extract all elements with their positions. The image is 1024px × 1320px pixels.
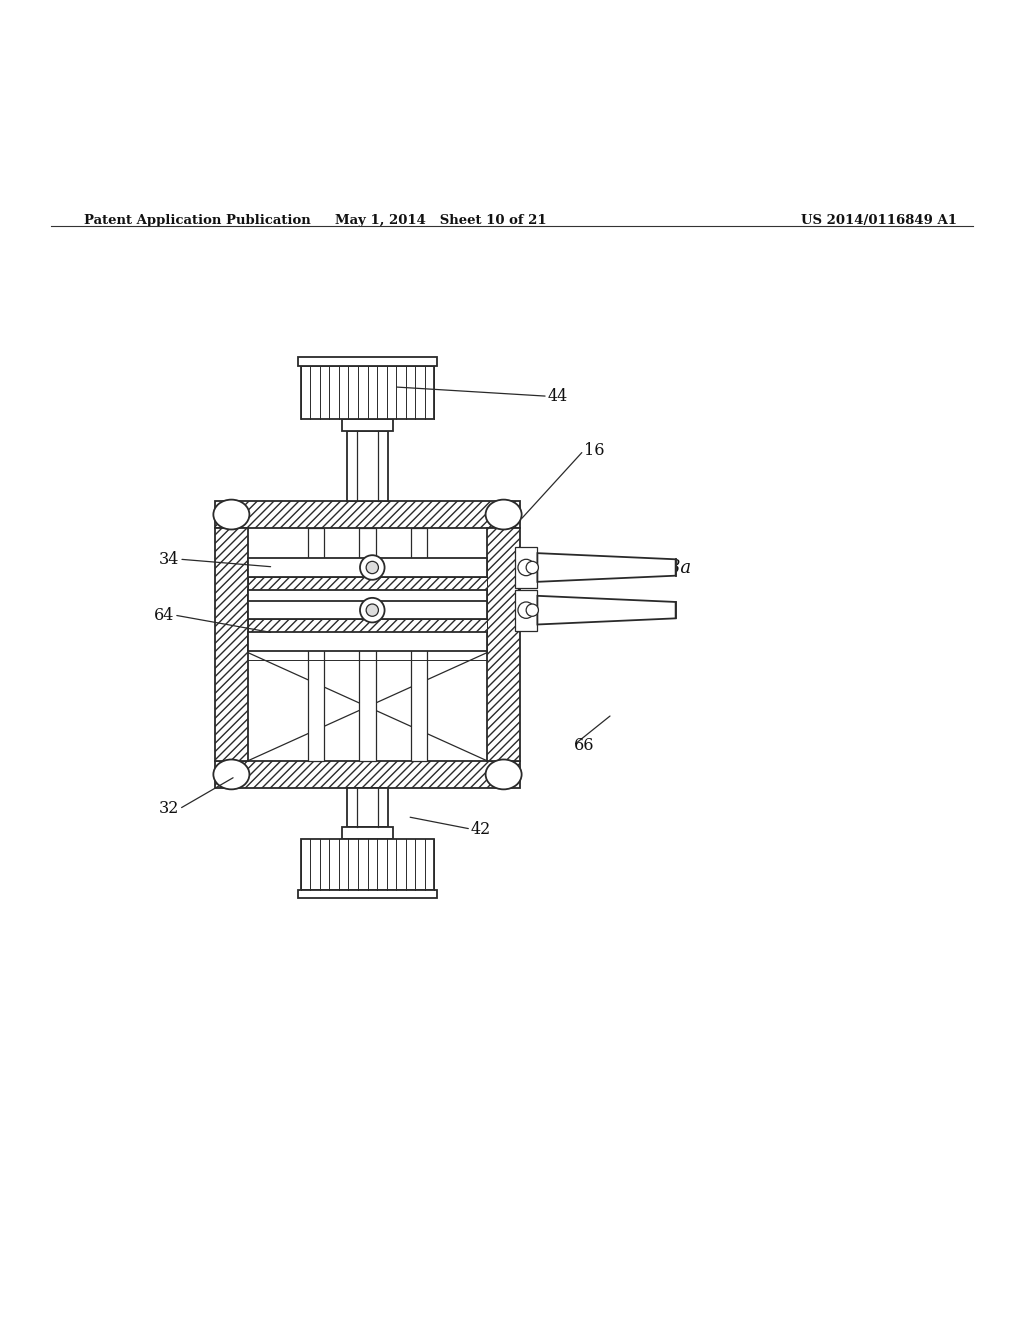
Bar — [359, 528, 376, 760]
Text: 66: 66 — [573, 737, 594, 754]
Polygon shape — [538, 553, 676, 582]
Text: 34: 34 — [159, 550, 179, 568]
Text: 42: 42 — [471, 821, 492, 838]
Bar — [301, 840, 434, 890]
Bar — [215, 528, 248, 760]
Bar — [298, 358, 437, 366]
Bar — [248, 590, 487, 609]
Text: 64: 64 — [154, 606, 174, 623]
Ellipse shape — [485, 759, 521, 789]
Bar — [342, 826, 393, 840]
Bar — [411, 528, 427, 760]
Text: 44: 44 — [548, 388, 568, 405]
Text: Patent Application Publication: Patent Application Publication — [84, 214, 310, 227]
Polygon shape — [538, 595, 676, 624]
Circle shape — [526, 561, 539, 574]
Circle shape — [367, 561, 379, 574]
Bar — [515, 546, 538, 587]
Text: FIG. 8a: FIG. 8a — [625, 558, 692, 577]
Bar — [248, 632, 487, 651]
Bar — [487, 528, 520, 760]
Bar — [248, 619, 487, 636]
Bar — [347, 788, 388, 826]
Text: 16: 16 — [584, 442, 604, 459]
Bar — [215, 760, 520, 788]
Ellipse shape — [213, 499, 250, 529]
Bar — [248, 601, 487, 619]
Circle shape — [360, 556, 385, 579]
Circle shape — [360, 598, 385, 623]
Text: US 2014/0116849 A1: US 2014/0116849 A1 — [802, 214, 957, 227]
Bar — [215, 502, 520, 528]
Ellipse shape — [213, 759, 250, 789]
Circle shape — [518, 602, 535, 618]
Text: 32: 32 — [159, 800, 179, 817]
Ellipse shape — [485, 499, 521, 529]
Circle shape — [526, 605, 539, 616]
Bar — [301, 366, 434, 418]
Bar — [298, 890, 437, 899]
Bar — [342, 418, 393, 432]
Circle shape — [518, 560, 535, 576]
Circle shape — [367, 605, 379, 616]
Text: May 1, 2014   Sheet 10 of 21: May 1, 2014 Sheet 10 of 21 — [335, 214, 546, 227]
Bar — [515, 590, 538, 631]
Bar — [248, 558, 487, 577]
Bar — [308, 528, 325, 760]
Bar — [347, 432, 388, 502]
Bar — [248, 577, 487, 593]
